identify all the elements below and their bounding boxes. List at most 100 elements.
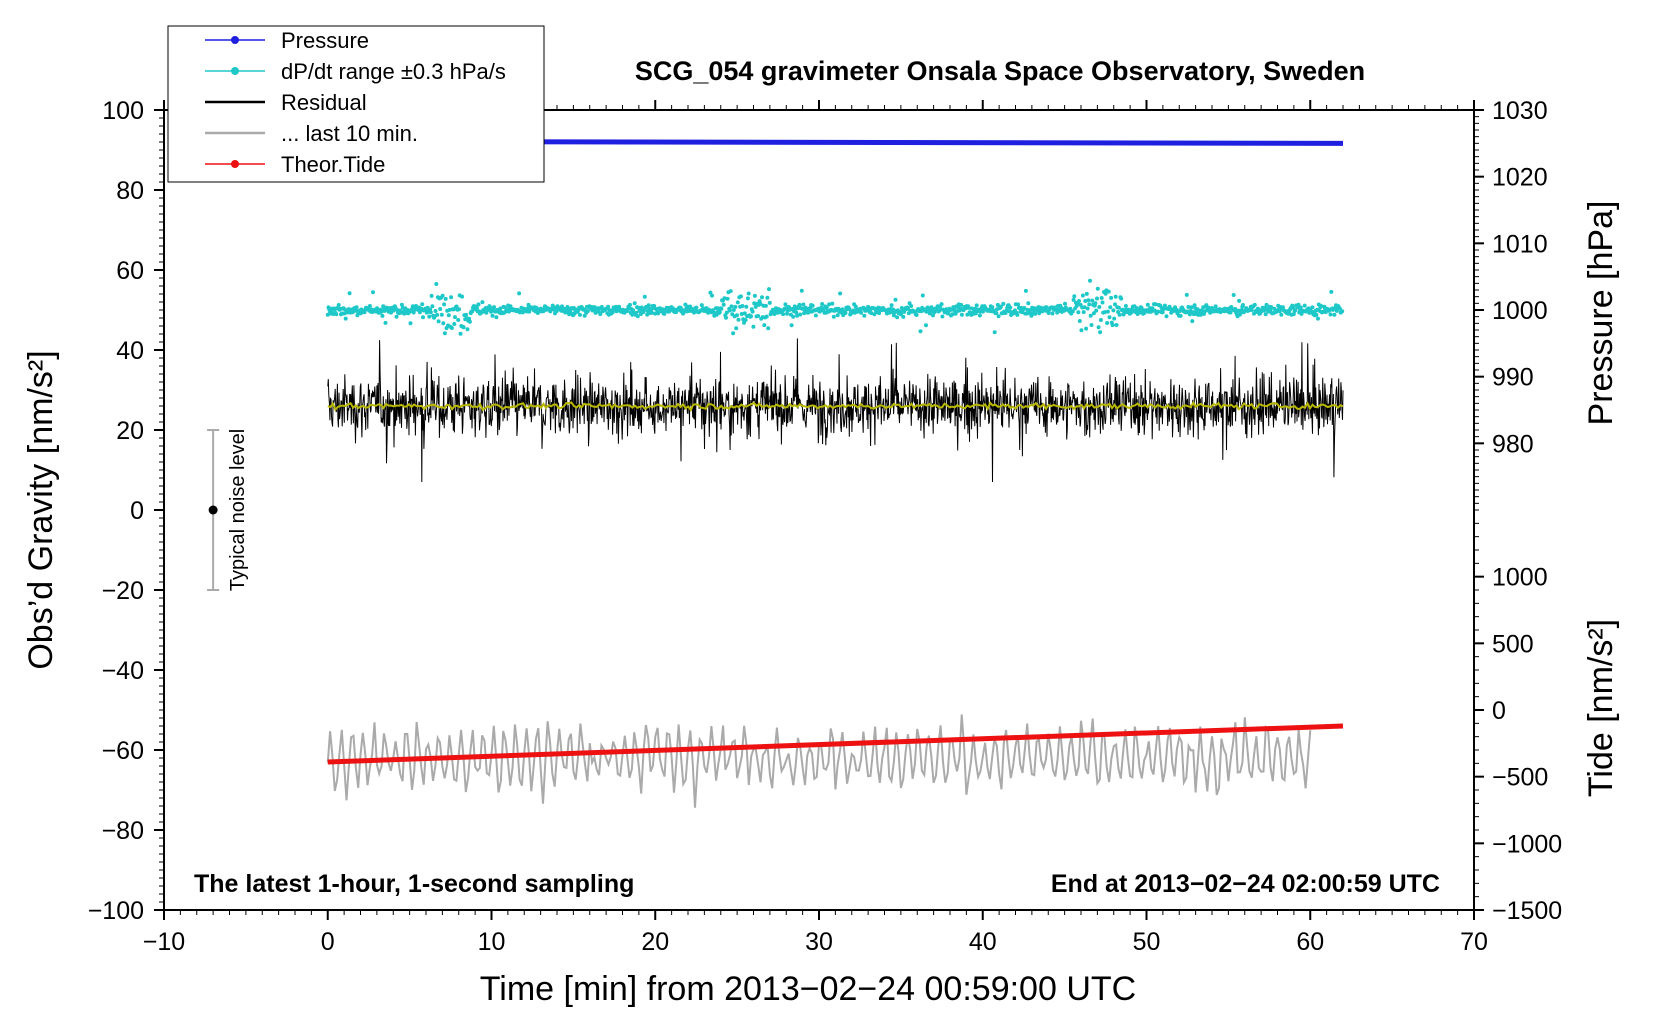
dpdt-point	[731, 308, 736, 312]
dpdt-point	[1026, 301, 1031, 306]
dpdt-point	[465, 327, 470, 332]
y-tick-label: 80	[116, 177, 144, 205]
dpdt-point	[1186, 305, 1191, 309]
dpdt-point	[859, 310, 864, 315]
dpdt-point	[824, 305, 829, 310]
dpdt-point	[442, 302, 447, 307]
dpdt-point	[1177, 309, 1182, 314]
dpdt-point	[1187, 312, 1192, 317]
dpdt-point	[1116, 305, 1121, 310]
dpdt-point	[721, 302, 726, 307]
dpdt-point	[428, 310, 433, 315]
dpdt-point	[992, 330, 997, 335]
y-tick-label: 100	[102, 97, 144, 125]
x-tick-label: 60	[1296, 928, 1324, 956]
dpdt-point	[429, 293, 434, 298]
dpdt-point	[745, 296, 750, 301]
dpdt-point	[382, 308, 387, 313]
dpdt-point	[736, 317, 741, 322]
legend-label-dpdt: dP/dt range ±0.3 hPa/s	[281, 59, 506, 84]
x-tick-label: 0	[321, 928, 335, 956]
dpdt-point	[461, 325, 466, 330]
legend-marker-dpdt	[231, 67, 239, 75]
series-residual-mean	[327, 401, 1344, 412]
dpdt-point	[454, 304, 459, 309]
dpdt-point	[631, 308, 636, 313]
dpdt-point	[1050, 311, 1055, 316]
dpdt-point	[1004, 308, 1009, 313]
dpdt-point	[1084, 326, 1089, 331]
x-tick-label: 20	[641, 928, 669, 956]
x-tick-label: 70	[1460, 928, 1488, 956]
dpdt-point	[1098, 330, 1103, 335]
y-tick-label: 0	[130, 497, 144, 525]
dpdt-point	[719, 306, 724, 311]
dpdt-point	[1001, 301, 1006, 306]
dpdt-point	[1233, 307, 1238, 311]
dpdt-point	[1082, 305, 1087, 310]
dpdt-point	[490, 313, 495, 318]
dpdt-point	[1184, 292, 1189, 297]
legend-label-pressure: Pressure	[281, 28, 369, 53]
tide-tick-label: −1000	[1492, 830, 1562, 858]
dpdt-point	[760, 295, 764, 300]
dpdt-point	[474, 305, 479, 310]
dpdt-point	[430, 304, 435, 309]
pressure-tick-label: 980	[1492, 430, 1534, 458]
dpdt-point	[1093, 301, 1098, 306]
dpdt-point	[820, 302, 825, 306]
dpdt-point	[1044, 305, 1049, 310]
dpdt-point	[336, 303, 341, 307]
dpdt-point	[1255, 306, 1260, 311]
dpdt-point	[920, 293, 925, 298]
dpdt-point	[1008, 305, 1013, 310]
dpdt-point	[1097, 305, 1102, 309]
dpdt-point	[1100, 300, 1105, 305]
dpdt-point	[830, 301, 835, 306]
dpdt-point	[1296, 302, 1301, 307]
dpdt-point	[722, 296, 727, 301]
dpdt-point	[1310, 305, 1315, 310]
dpdt-point	[752, 293, 757, 298]
dpdt-point	[763, 303, 768, 308]
dpdt-point	[421, 315, 425, 320]
y-axis-label-left: Obs’d Gravity [nm/s²]	[22, 350, 60, 669]
dpdt-point	[981, 309, 985, 314]
dpdt-point	[457, 307, 461, 312]
dpdt-point	[767, 287, 771, 292]
dpdt-point	[1269, 305, 1274, 310]
dpdt-point	[1237, 298, 1242, 303]
dpdt-point	[1088, 278, 1092, 283]
dpdt-point	[1079, 328, 1084, 333]
dpdt-point	[582, 313, 587, 318]
dpdt-point	[799, 288, 804, 293]
dpdt-point	[649, 310, 654, 315]
dpdt-point	[1298, 305, 1303, 310]
dpdt-point	[628, 302, 632, 307]
dpdt-point	[1314, 312, 1319, 317]
dpdt-point	[1085, 306, 1090, 311]
dpdt-point	[1105, 309, 1110, 314]
dpdt-point	[480, 300, 485, 305]
dpdt-point	[1087, 302, 1092, 307]
dpdt-point	[1319, 304, 1324, 308]
dpdt-point	[749, 314, 753, 319]
dpdt-point	[1293, 308, 1298, 313]
dpdt-point	[453, 315, 457, 320]
dpdt-point	[1103, 291, 1108, 296]
noise-bar-center	[208, 505, 218, 515]
dpdt-point	[932, 310, 937, 315]
x-tick-label: 50	[1133, 928, 1161, 956]
dpdt-point	[751, 324, 756, 329]
dpdt-point	[1192, 303, 1197, 308]
dpdt-point	[585, 309, 590, 314]
tide-tick-label: 500	[1492, 630, 1534, 658]
dpdt-point	[371, 290, 375, 295]
dpdt-point	[891, 313, 896, 318]
legend-marker-theor-tide	[231, 160, 239, 168]
legend-item-theor-tide: Theor.Tide	[205, 152, 385, 177]
legend-label-last-10-min: ... last 10 min.	[281, 121, 418, 146]
dpdt-point	[889, 303, 894, 308]
dpdt-point	[334, 312, 339, 317]
data-layer	[325, 138, 1345, 808]
